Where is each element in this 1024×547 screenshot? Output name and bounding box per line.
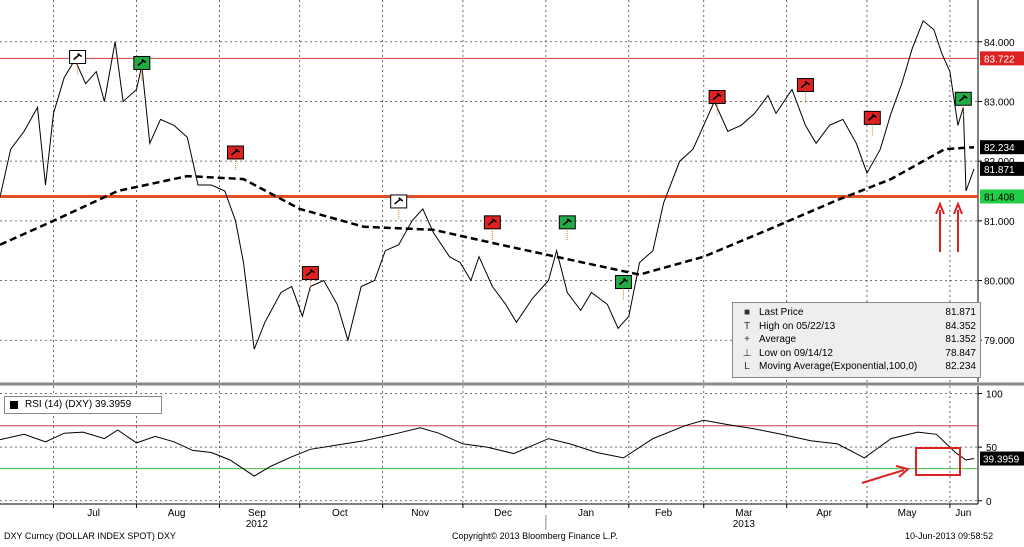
- legend-row: ⊥ Low on 09/14/12 78.847: [733, 348, 980, 361]
- legend-row: + Average 81.352: [733, 334, 980, 347]
- rsi-legend-label: RSI (14) (DXY) 39.3959: [25, 399, 132, 410]
- annotation-box: [915, 447, 961, 476]
- price-y-tick-label: 81.000: [984, 217, 1015, 228]
- price-legend: ■ Last Price 81.871 T High on 05/22/13 84.352…: [732, 302, 981, 378]
- trade-flag: [390, 194, 408, 219]
- hammer-icon: [712, 92, 722, 101]
- trade-flag: [483, 215, 501, 240]
- rsi-legend-swatch: [10, 401, 18, 409]
- trade-flag: [133, 55, 151, 81]
- x-month-label: Jan: [578, 508, 594, 519]
- legend-label: Low on 09/14/12: [759, 347, 833, 359]
- hammer-icon: [618, 277, 628, 286]
- rsi-panel-bg: [0, 386, 978, 504]
- hammer-icon: [230, 148, 240, 156]
- x-month-label: Jul: [87, 508, 100, 519]
- current-value-box: [980, 140, 1024, 155]
- current-value-label: 82.234: [984, 143, 1015, 154]
- hammer-icon: [562, 218, 572, 226]
- legend-value: 81.871: [945, 307, 976, 318]
- footer-timestamp: 10-Jun-2013 09:58:52: [905, 531, 994, 541]
- trade-flag: [796, 78, 814, 103]
- reference-value-label: 81.408: [984, 192, 1015, 203]
- x-month-label: Apr: [816, 508, 832, 519]
- current-value-box: [980, 161, 1024, 176]
- annotation-arrow: [861, 469, 905, 484]
- legend-symbol: L: [744, 361, 750, 372]
- hammer-icon: [867, 113, 877, 121]
- legend-symbol: +: [744, 334, 750, 345]
- rsi-legend: RSI (14) (DXY) 39.3959: [4, 396, 162, 414]
- annotation-arrowhead: [895, 465, 911, 478]
- x-month-label: Feb: [655, 508, 673, 519]
- legend-row: ■ Last Price 81.871: [733, 307, 980, 320]
- rsi-y-tick-label: 100: [986, 390, 1003, 401]
- x-month-label: Jun: [955, 508, 971, 519]
- trade-flag: [863, 110, 881, 136]
- hammer-icon: [958, 94, 968, 102]
- legend-value: 84.352: [945, 320, 976, 332]
- trade-flag: [954, 91, 972, 117]
- trade-flag: [226, 145, 244, 170]
- trade-flag: [301, 266, 319, 291]
- legend-label: Average: [759, 334, 797, 345]
- price-y-tick-label: 79.000: [984, 336, 1015, 347]
- hammer-icon: [73, 52, 83, 61]
- trade-flag: [558, 215, 576, 240]
- legend-value: 81.352: [945, 334, 976, 345]
- trade-flag: [69, 49, 87, 75]
- legend-label: Last Price: [759, 307, 804, 318]
- rsi-y-tick-label: 50: [986, 443, 998, 454]
- legend-label: Moving Average(Exponential,100,0): [759, 361, 918, 372]
- trade-flag: [708, 89, 726, 115]
- legend-label: High on 05/22/13: [759, 320, 836, 332]
- legend-value: 78.847: [945, 347, 976, 359]
- annotation-arrowhead: [935, 201, 945, 215]
- moving-average-line: [0, 145, 975, 276]
- rsi-line: [0, 419, 975, 477]
- legend-row: T High on 05/22/13 84.352: [733, 321, 980, 334]
- x-month-label: May: [898, 508, 917, 519]
- rsi-value-box: [980, 451, 1024, 466]
- x-month-label: Dec: [494, 508, 512, 519]
- x-year-label: 2012: [246, 519, 269, 530]
- hammer-icon: [305, 268, 315, 277]
- x-month-label: Aug: [168, 508, 186, 519]
- legend-row: L Moving Average(Exponential,100,0) 82.234: [733, 361, 980, 374]
- legend-symbol: ⊥: [742, 347, 752, 359]
- reference-value-box: [980, 189, 1024, 204]
- current-value-label: 81.871: [984, 165, 1015, 176]
- hammer-icon: [137, 58, 147, 67]
- rsi-value-label: 39.3959: [983, 455, 1020, 466]
- hammer-icon: [394, 197, 404, 205]
- trade-flag: [614, 275, 632, 300]
- x-month-label: Mar: [735, 508, 753, 519]
- last-price-line: [0, 19, 975, 350]
- reference-value-label: 83.722: [984, 54, 1015, 65]
- legend-symbol: T: [743, 320, 751, 332]
- price-y-tick-label: 83.000: [984, 97, 1015, 108]
- annotation-arrowhead: [953, 201, 963, 215]
- reference-value-box: [980, 51, 1024, 66]
- rsi-y-tick-label: 0: [986, 497, 992, 508]
- legend-symbol: ■: [743, 307, 751, 318]
- legend-value: 82.234: [945, 361, 976, 372]
- x-month-label: Nov: [411, 508, 429, 519]
- hammer-icon: [487, 218, 497, 226]
- footer-security: DXY Curncy (DOLLAR INDEX SPOT) DXY: [4, 531, 176, 541]
- x-month-label: Oct: [332, 508, 348, 519]
- price-y-tick-label: 80.000: [984, 277, 1015, 288]
- x-year-label: 2013: [733, 519, 756, 530]
- footer-copyright: Copyright© 2013 Bloomberg Finance L.P.: [452, 531, 618, 541]
- hammer-icon: [800, 80, 810, 89]
- x-month-label: Sep: [248, 508, 266, 519]
- price-y-tick-label: 84.000: [984, 38, 1015, 49]
